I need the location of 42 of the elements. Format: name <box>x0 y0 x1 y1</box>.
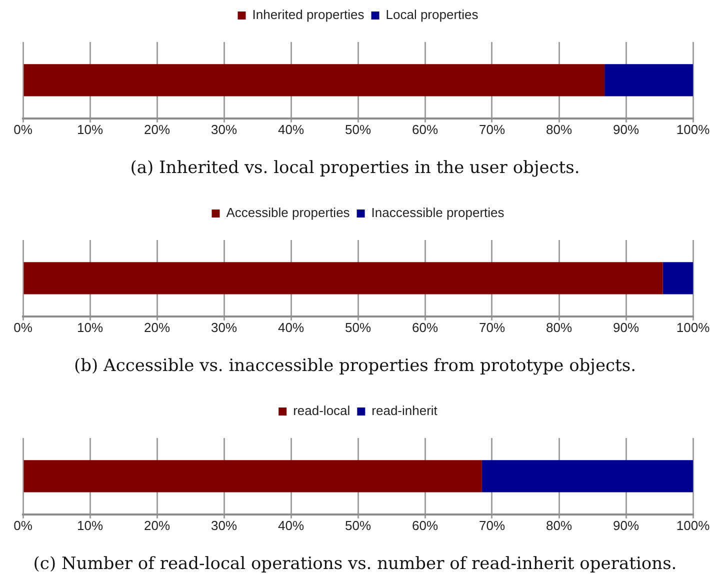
x-tick-label: 10% <box>76 122 104 137</box>
legend-label: Inherited properties <box>252 7 365 22</box>
x-tick-label: 20% <box>144 122 170 137</box>
x-tick-label: 0% <box>14 122 33 137</box>
x-tick-label: 60% <box>412 320 438 335</box>
legend-label: read-local <box>293 403 350 418</box>
text: (b) Accessible vs. inaccessible properties from prototype objects. <box>73 356 637 376</box>
x-tick-label: 30% <box>210 320 238 335</box>
x-tick-label: 50% <box>344 122 372 137</box>
x-tick-label: 0% <box>14 518 33 533</box>
x-tick-label: 10% <box>76 320 104 335</box>
x-tick-label: 30% <box>210 518 238 533</box>
x-tick-label: 90% <box>612 122 640 137</box>
x-tick-label: 0% <box>14 320 33 335</box>
x-tick-label: 10% <box>76 518 104 533</box>
x-tick-label: 80% <box>546 518 572 533</box>
x-tick-label: 90% <box>612 518 640 533</box>
x-tick-label: 90% <box>612 320 640 335</box>
x-tick-label: 70% <box>478 518 506 533</box>
x-tick-label: 20% <box>144 320 170 335</box>
legend-label: Accessible properties <box>226 205 350 220</box>
x-tick-label: 20% <box>144 518 170 533</box>
x-tick-label: 40% <box>278 320 304 335</box>
x-tick-label: 80% <box>546 320 572 335</box>
x-tick-label: 30% <box>210 122 238 137</box>
x-tick-label: 40% <box>278 518 304 533</box>
x-tick-label: 80% <box>546 122 572 137</box>
x-tick-label: 100% <box>676 518 710 533</box>
legend-label: read-inherit <box>372 403 438 418</box>
x-tick-label: 70% <box>478 122 506 137</box>
legend-label: Local properties <box>386 7 479 22</box>
x-tick-label: 100% <box>676 122 710 137</box>
x-tick-label: 100% <box>676 320 710 335</box>
legend-label: Inaccessible properties <box>371 205 505 220</box>
x-tick-label: 60% <box>412 122 438 137</box>
x-tick-label: 50% <box>344 320 372 335</box>
x-tick-label: 50% <box>344 518 372 533</box>
x-tick-label: 60% <box>412 518 438 533</box>
x-tick-label: 70% <box>478 320 506 335</box>
x-tick-label: 40% <box>278 122 304 137</box>
text: (a) Inherited vs. local properties in the user objects. <box>129 158 581 178</box>
text: (c) Number of read-local operations vs. number of read-inherit operations. <box>32 554 678 574</box>
